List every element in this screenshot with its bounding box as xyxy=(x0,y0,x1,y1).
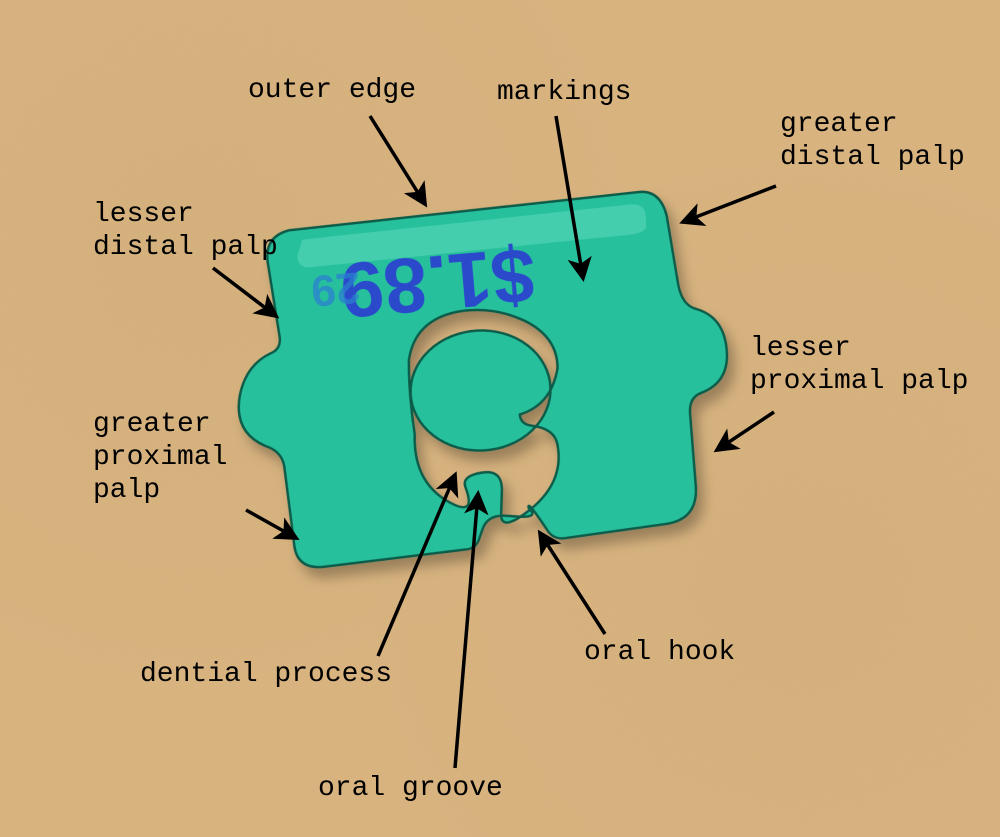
label-greater-distal-palp: greater distal palp xyxy=(780,108,965,174)
label-oral-groove: oral groove xyxy=(318,772,503,805)
label-greater-proximal-palp: greater proximal palp xyxy=(93,408,227,507)
label-oral-hook: oral hook xyxy=(584,636,735,669)
diagram-stage: $1.89 29 outer edge markings greater dis… xyxy=(0,0,1000,837)
label-dential-process: dential process xyxy=(140,658,392,691)
label-lesser-distal-palp: lesser distal palp xyxy=(93,198,278,264)
label-outer-edge: outer edge xyxy=(248,74,416,107)
price-marking: $1.89 xyxy=(337,231,539,336)
label-markings: markings xyxy=(497,76,631,109)
bread-clip: $1.89 29 xyxy=(229,188,737,571)
date-marking: 29 xyxy=(309,262,362,315)
label-lesser-proximal-palp: lesser proximal palp xyxy=(750,332,968,398)
